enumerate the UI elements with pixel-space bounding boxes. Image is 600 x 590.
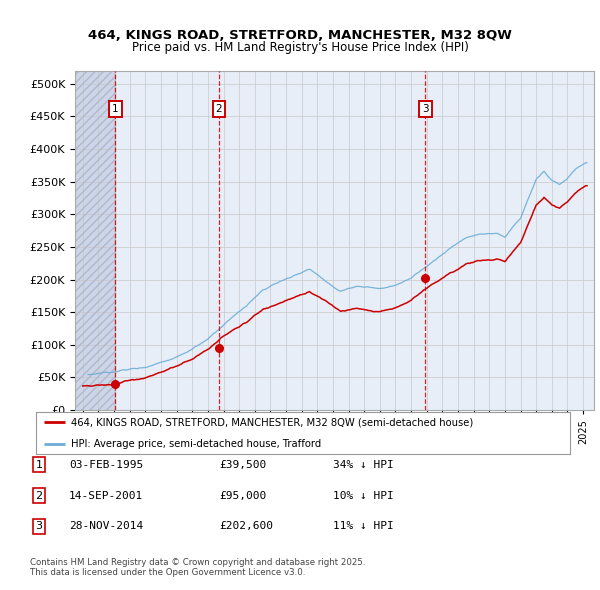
Bar — [75, 71, 115, 410]
Text: £202,600: £202,600 — [219, 522, 273, 531]
Text: 3: 3 — [35, 522, 43, 531]
Text: 1: 1 — [112, 104, 119, 114]
Text: 03-FEB-1995: 03-FEB-1995 — [69, 460, 143, 470]
Text: 10% ↓ HPI: 10% ↓ HPI — [333, 491, 394, 500]
Text: 3: 3 — [422, 104, 428, 114]
Text: £39,500: £39,500 — [219, 460, 266, 470]
Text: 464, KINGS ROAD, STRETFORD, MANCHESTER, M32 8QW: 464, KINGS ROAD, STRETFORD, MANCHESTER, … — [88, 29, 512, 42]
Text: 14-SEP-2001: 14-SEP-2001 — [69, 491, 143, 500]
Bar — [75, 71, 115, 410]
Text: 1: 1 — [35, 460, 43, 470]
Text: 34% ↓ HPI: 34% ↓ HPI — [333, 460, 394, 470]
Text: £95,000: £95,000 — [219, 491, 266, 500]
Text: 11% ↓ HPI: 11% ↓ HPI — [333, 522, 394, 531]
Text: Contains HM Land Registry data © Crown copyright and database right 2025.
This d: Contains HM Land Registry data © Crown c… — [30, 558, 365, 577]
Text: HPI: Average price, semi-detached house, Trafford: HPI: Average price, semi-detached house,… — [71, 439, 321, 449]
Text: 28-NOV-2014: 28-NOV-2014 — [69, 522, 143, 531]
Text: 464, KINGS ROAD, STRETFORD, MANCHESTER, M32 8QW (semi-detached house): 464, KINGS ROAD, STRETFORD, MANCHESTER, … — [71, 417, 473, 427]
Text: 2: 2 — [35, 491, 43, 500]
Text: Price paid vs. HM Land Registry's House Price Index (HPI): Price paid vs. HM Land Registry's House … — [131, 41, 469, 54]
Text: 2: 2 — [215, 104, 222, 114]
